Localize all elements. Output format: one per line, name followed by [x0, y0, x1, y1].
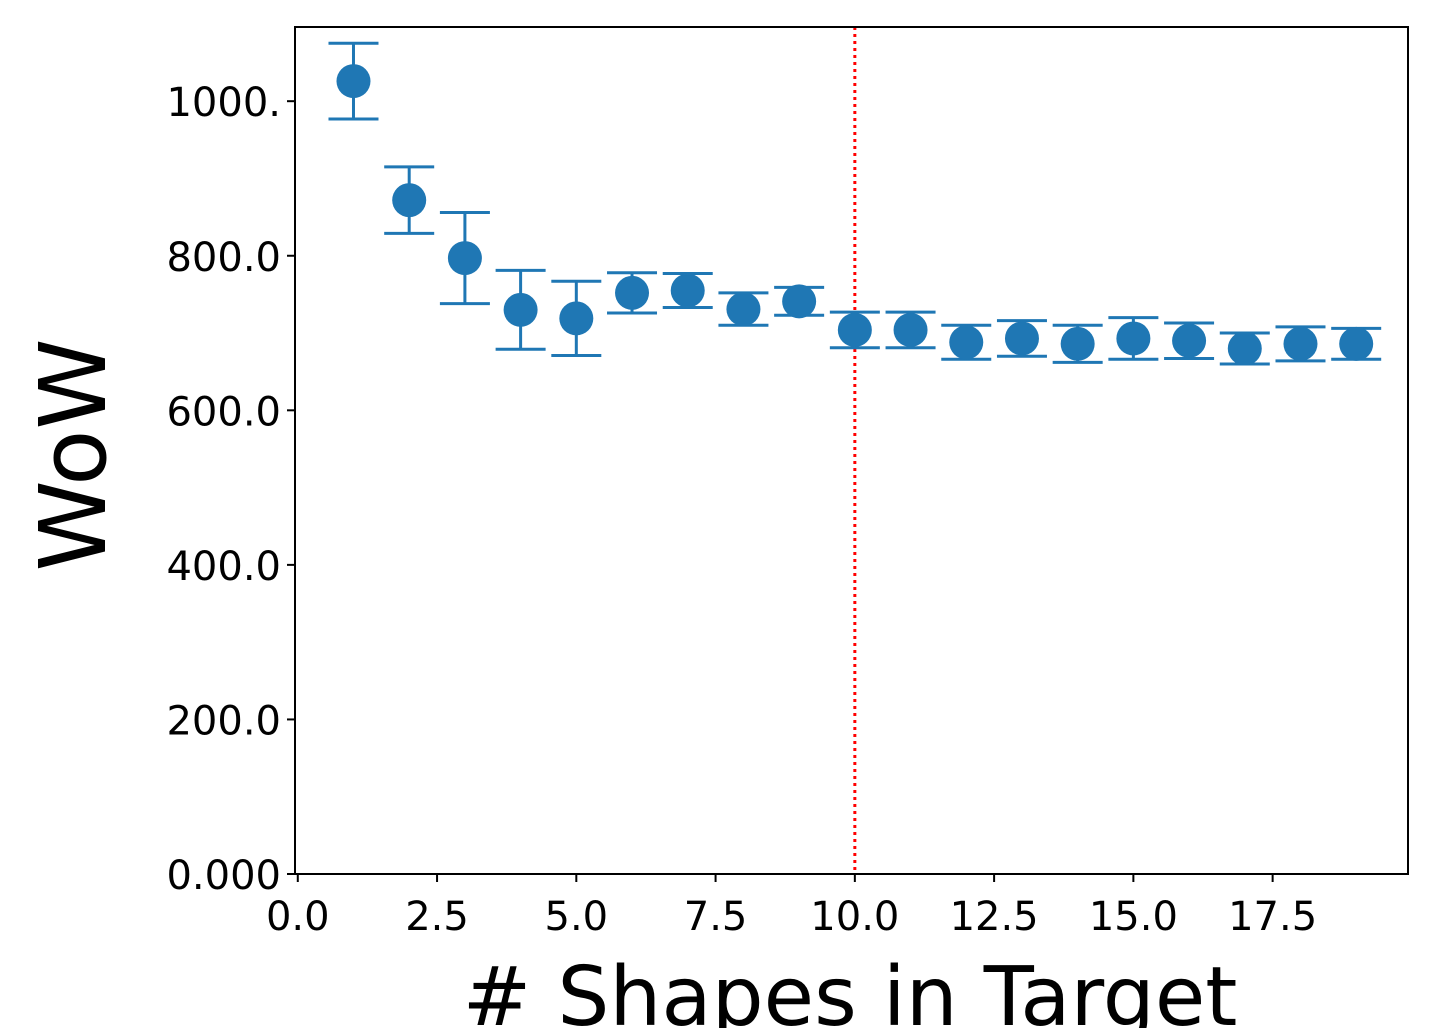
x-tick-label: 2.5: [405, 894, 469, 940]
point: [447, 241, 482, 276]
x-tick-label: 10.0: [810, 894, 899, 940]
plot-frame: [294, 26, 1409, 875]
point: [336, 64, 371, 99]
y-tick-label: 0.000: [166, 853, 281, 899]
point: [782, 284, 817, 319]
x-axis-label: # Shapes in Target: [463, 950, 1238, 1028]
y-tick-label: 400.0: [166, 544, 281, 590]
point: [1172, 323, 1207, 358]
point: [1060, 326, 1095, 361]
y-tick-label: 600.0: [166, 389, 281, 435]
y-axis-label: WoW: [20, 339, 127, 572]
point: [837, 312, 872, 347]
point: [1116, 321, 1151, 356]
y-tick-label: 800.0: [166, 235, 281, 281]
x-tick-label: 17.5: [1228, 894, 1317, 940]
point: [559, 301, 594, 336]
point: [1283, 326, 1318, 361]
point: [670, 273, 705, 308]
point: [1339, 326, 1374, 361]
x-tick-label: 15.0: [1089, 894, 1178, 940]
x-tick-label: 12.5: [950, 894, 1039, 940]
point: [615, 275, 650, 310]
x-tick-label: 0.0: [266, 894, 330, 940]
point: [392, 183, 427, 218]
y-tick-label: 200.0: [166, 698, 281, 744]
point: [1227, 331, 1262, 366]
point: [726, 292, 761, 327]
x-tick-label: 5.0: [545, 894, 609, 940]
point: [503, 292, 538, 327]
x-tick-label: 7.5: [684, 894, 748, 940]
point: [949, 325, 984, 360]
y-tick-label: 1000.: [166, 80, 281, 126]
point: [1004, 321, 1039, 356]
point: [893, 312, 928, 347]
